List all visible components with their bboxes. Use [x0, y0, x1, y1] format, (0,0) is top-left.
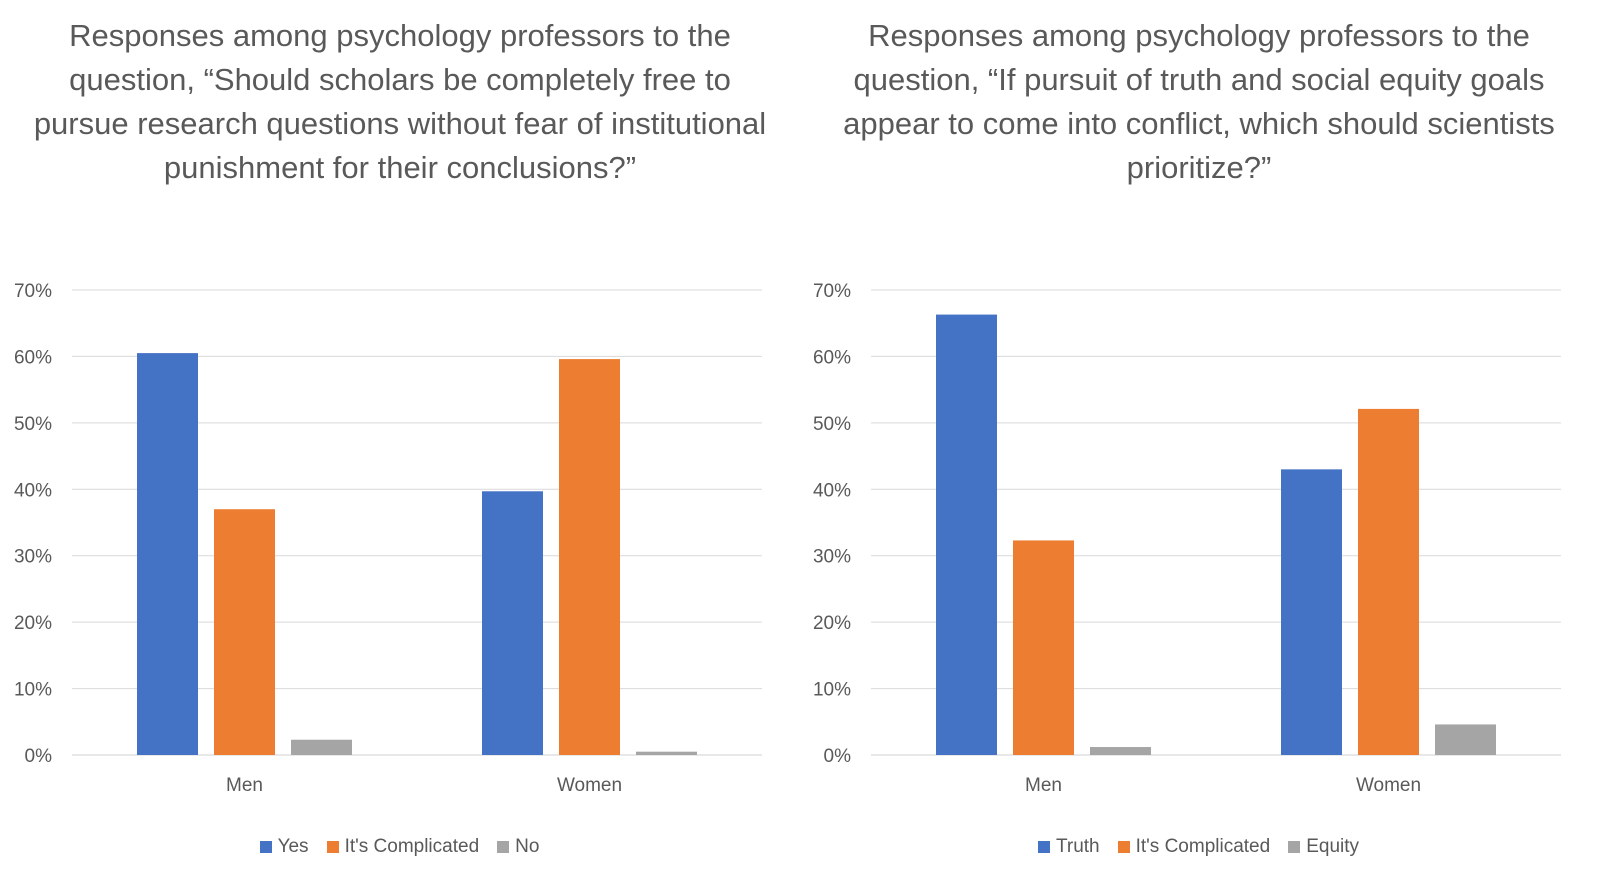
legend-label: Truth — [1055, 836, 1100, 857]
y-tick-label: 70% — [813, 281, 851, 302]
bar-chart: 0% 10% 20% 30% 40% 50% 60% 70% Men Women — [813, 281, 1561, 796]
bar — [214, 509, 275, 755]
legend-swatch — [259, 841, 272, 853]
y-tick-label: 20% — [14, 613, 52, 634]
bar-chart: 0% 10% 20% 30% 40% 50% 60% 70% Men Women — [14, 281, 762, 796]
legend-item: It's Complicated — [1117, 836, 1271, 858]
legend-label: Yes — [277, 836, 309, 857]
y-tick-label: 40% — [813, 480, 851, 501]
legend-swatch — [1288, 841, 1301, 853]
legend-label: Equity — [1306, 836, 1360, 857]
legend-item: Yes — [259, 836, 309, 858]
bar — [1435, 724, 1496, 755]
x-category-label: Men — [226, 775, 263, 796]
legend-item: Equity — [1288, 836, 1359, 858]
bar — [936, 314, 997, 755]
bar — [482, 491, 543, 755]
bar — [291, 739, 352, 755]
y-tick-label: 20% — [813, 613, 851, 634]
legend-label: It's Complicated — [1135, 836, 1271, 857]
y-tick-label: 40% — [14, 480, 52, 501]
chart-panel-truth-vs-equity: Responses among psychology professors to… — [799, 0, 1598, 879]
legend-item: Truth — [1037, 836, 1100, 858]
legend-swatch — [1117, 841, 1130, 853]
y-tick-label: 10% — [14, 680, 52, 701]
chart-panel-free-research: Responses among psychology professors to… — [0, 18, 799, 858]
y-tick-label: 50% — [14, 414, 52, 435]
y-tick-label: 0% — [824, 746, 852, 767]
y-tick-label: 30% — [813, 547, 851, 568]
bar — [1013, 540, 1074, 755]
legend-item: No — [497, 836, 539, 858]
legend-label: No — [515, 836, 540, 857]
bar — [559, 359, 620, 755]
chart-legend: Truth It's Complicated Equity — [799, 836, 1598, 858]
legend-swatch — [497, 841, 510, 853]
chart-title: Responses among psychology professors to… — [33, 18, 767, 185]
legend-swatch — [1037, 841, 1050, 853]
x-category-label: Women — [557, 775, 622, 796]
chart-legend: Yes It's Complicated No — [0, 836, 799, 858]
bar — [1358, 408, 1419, 755]
bar — [636, 751, 697, 755]
legend-item: It's Complicated — [326, 836, 480, 858]
bar — [137, 353, 198, 755]
legend-label: It's Complicated — [344, 836, 480, 857]
y-tick-label: 0% — [25, 746, 53, 767]
y-tick-label: 60% — [14, 347, 52, 368]
chart-title: Responses among psychology professors to… — [843, 18, 1555, 185]
y-tick-label: 10% — [813, 680, 851, 701]
legend-swatch — [326, 841, 339, 853]
y-tick-label: 60% — [813, 347, 851, 368]
bar — [1090, 747, 1151, 755]
x-category-label: Men — [1025, 775, 1062, 796]
y-tick-label: 30% — [14, 547, 52, 568]
y-tick-label: 70% — [14, 281, 52, 302]
bar — [1281, 469, 1342, 755]
y-tick-label: 50% — [813, 414, 851, 435]
x-category-label: Women — [1356, 775, 1421, 796]
